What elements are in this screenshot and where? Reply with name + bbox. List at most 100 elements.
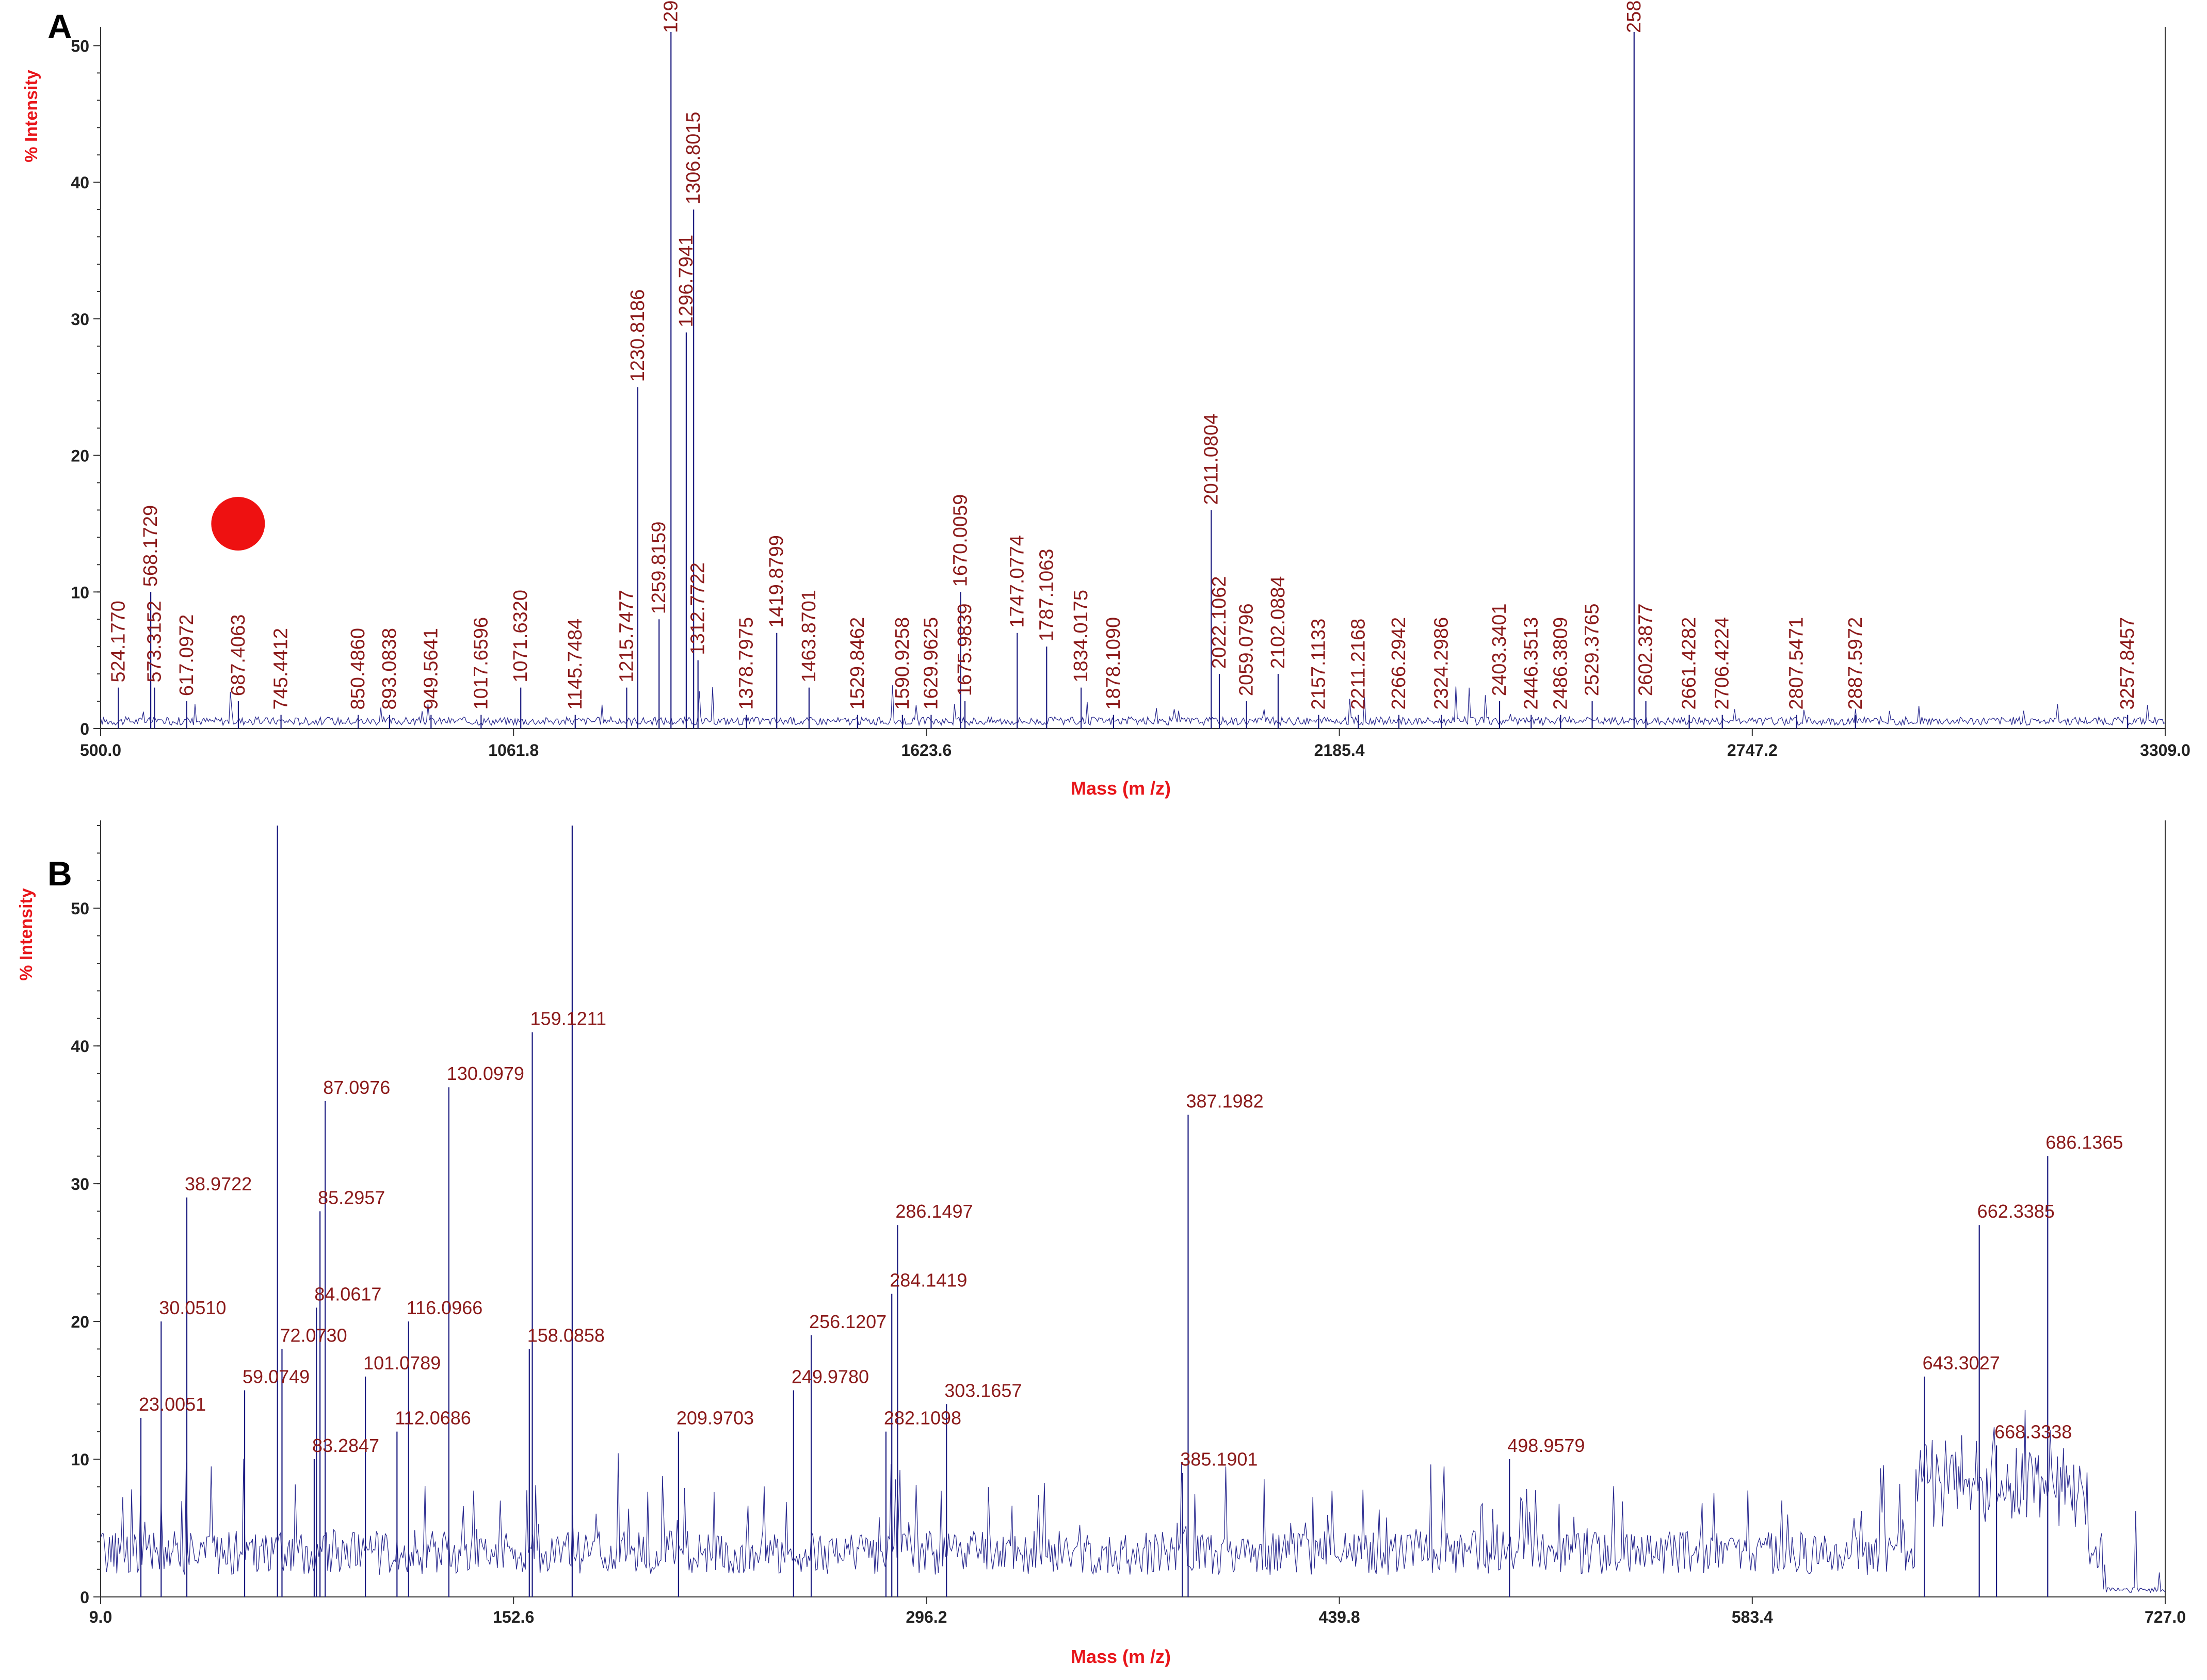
peak-label: 112.0686 xyxy=(395,1408,471,1429)
panel-letter-b: B xyxy=(47,854,72,893)
peak-label: 256.1207 xyxy=(809,1311,887,1332)
panel-a: A % Intensity Mass (m /z) 524.1770 568.17… xyxy=(22,0,2190,799)
noise-trace xyxy=(100,685,2166,726)
x-tick-label: 583.4 xyxy=(1732,1608,1773,1626)
peak-label: 1675.9839 xyxy=(954,603,976,696)
peak-labels-a: 524.1770 568.1729 573.3152 617.0972 687.4063… xyxy=(107,0,2138,710)
peak-label: 1259.8159 xyxy=(648,522,670,615)
peak-label: 573.3152 xyxy=(143,601,165,683)
peak-label: 668.3338 xyxy=(1994,1421,2072,1442)
peak-label: 2807.5471 xyxy=(1786,617,1808,710)
x-axis-title-a: Mass (m /z) xyxy=(1071,778,1171,799)
peak-label: 1071.6320 xyxy=(510,590,531,683)
peak-label: 1145.7484 xyxy=(565,619,586,710)
peak-label: 130.0979 xyxy=(447,1063,524,1084)
peak-label: 1230.8186 xyxy=(627,289,649,382)
peak-label: 158.0858 xyxy=(527,1324,605,1346)
peak-label: 498.9579 xyxy=(1507,1435,1585,1456)
y-tick-label: 30 xyxy=(71,1175,89,1193)
peak-label: 85.2957 xyxy=(318,1187,385,1208)
peak-label: 1787.1063 xyxy=(1036,549,1057,642)
peak-label: 282.1098 xyxy=(884,1408,961,1429)
peak-label: 1419.8799 xyxy=(766,535,787,628)
peak-label: 2211.2168 xyxy=(1347,619,1369,710)
peak-label: 850.4860 xyxy=(347,628,369,710)
peak-label: 1378.7975 xyxy=(736,617,758,710)
peak-label: 3257.8457 xyxy=(2117,617,2138,710)
x-tick-label: 9.0 xyxy=(89,1608,112,1626)
peak-label: 116.0966 xyxy=(407,1297,482,1318)
y-tick-label: 20 xyxy=(71,447,89,465)
peak-label: 87.0976 xyxy=(323,1077,390,1098)
x-tick-label: 439.8 xyxy=(1319,1608,1360,1626)
y-tick-label: 50 xyxy=(71,37,89,55)
noise-trace xyxy=(100,1410,2166,1593)
x-tick-label: 500.0 xyxy=(80,741,121,760)
baseline-trace-a xyxy=(100,685,2166,726)
peak-label: 2887.5972 xyxy=(1845,617,1866,710)
axis-ticks-b: 9.0 152.6 296.2 439.8 583.4 727.0 0 10 20 30 40 50 xyxy=(71,825,2186,1626)
peak-label: 1629.9625 xyxy=(920,617,942,710)
peak-label: 617.0972 xyxy=(176,615,198,697)
peak-label: 2403.3401 xyxy=(1489,603,1510,696)
peak-label: 209.9703 xyxy=(676,1408,754,1429)
peak-label: 686.1365 xyxy=(2045,1132,2123,1153)
peak-label: 2157.1133 xyxy=(1308,619,1329,710)
peak-label: 59.0749 xyxy=(243,1366,310,1387)
peak-label: 568.1729 xyxy=(140,505,162,587)
x-tick-label: 1061.8 xyxy=(488,741,539,760)
peak-label: 687.4063 xyxy=(228,615,249,697)
peak-label: 1463.8701 xyxy=(798,590,820,683)
peak-label: 662.3385 xyxy=(1977,1201,2055,1222)
peak-label: 1215.7477 xyxy=(616,590,637,683)
peak-label: 83.2847 xyxy=(312,1435,379,1456)
peak-label: 303.1657 xyxy=(944,1380,1022,1401)
peak-label: 101.0789 xyxy=(363,1352,441,1374)
peak-label: 2602.3877 xyxy=(1635,603,1657,696)
panel-b: B % Intensity Mass (m /z) 23.0051 30.0510… xyxy=(17,820,2186,1667)
y-tick-label: 20 xyxy=(71,1313,89,1331)
y-tick-label: 10 xyxy=(71,1450,89,1469)
peak-label: 38.9722 xyxy=(185,1173,252,1194)
peak-label: 387.1982 xyxy=(1186,1091,1263,1112)
red-circle-marker xyxy=(211,496,265,551)
y-tick-label: 10 xyxy=(71,583,89,602)
peak-lines-b xyxy=(140,826,2049,1597)
peak-label: 2011.0804 xyxy=(1200,414,1222,505)
axes-a xyxy=(100,27,2166,729)
peak-label: 2529.3765 xyxy=(1582,603,1603,696)
peak-label: 2586.3931 xyxy=(1623,0,1645,33)
y-axis-title-a: % Intensity xyxy=(22,70,41,163)
panel-letter-a: A xyxy=(47,7,72,45)
axis-ticks-a: 500.0 1061.8 1623.6 2185.4 2747.2 3309.0 0 10 20… xyxy=(71,37,2190,760)
baseline-trace-b xyxy=(100,1410,2166,1593)
peak-label: 2446.3513 xyxy=(1520,617,1542,710)
peak-label: 159.1211 xyxy=(530,1008,606,1029)
x-tick-label: 727.0 xyxy=(2145,1608,2186,1626)
peak-label: 2059.0796 xyxy=(1236,603,1258,696)
peak-label: 129 xyxy=(660,1,682,33)
y-tick-label: 0 xyxy=(80,720,89,738)
peak-label: 893.0838 xyxy=(379,628,400,710)
peak-label: 1878.1090 xyxy=(1103,617,1124,710)
peak-label: 1670.0059 xyxy=(949,494,971,587)
peak-label: 2486.3809 xyxy=(1550,617,1571,710)
y-tick-label: 40 xyxy=(71,173,89,192)
peak-label: 643.3027 xyxy=(1923,1352,2000,1374)
x-tick-label: 3309.0 xyxy=(2140,741,2190,760)
peak-label: 284.1419 xyxy=(890,1270,967,1291)
peak-label: 1747.0774 xyxy=(1006,535,1028,628)
peak-label: 2022.1062 xyxy=(1209,576,1230,669)
peak-label: 249.9780 xyxy=(792,1366,869,1387)
peak-label: 385.1901 xyxy=(1180,1449,1258,1470)
peak-label: 1590.9258 xyxy=(892,617,913,710)
y-tick-label: 40 xyxy=(71,1037,89,1056)
x-tick-label: 2747.2 xyxy=(1727,741,1778,760)
peak-label: 1834.0175 xyxy=(1070,590,1092,683)
peak-label: 84.0617 xyxy=(314,1283,381,1304)
peak-label: 1312.7722 xyxy=(687,562,709,655)
peak-label: 286.1497 xyxy=(895,1201,973,1222)
peak-label: 30.0510 xyxy=(159,1297,226,1318)
peak-label: 1529.8462 xyxy=(847,617,868,710)
